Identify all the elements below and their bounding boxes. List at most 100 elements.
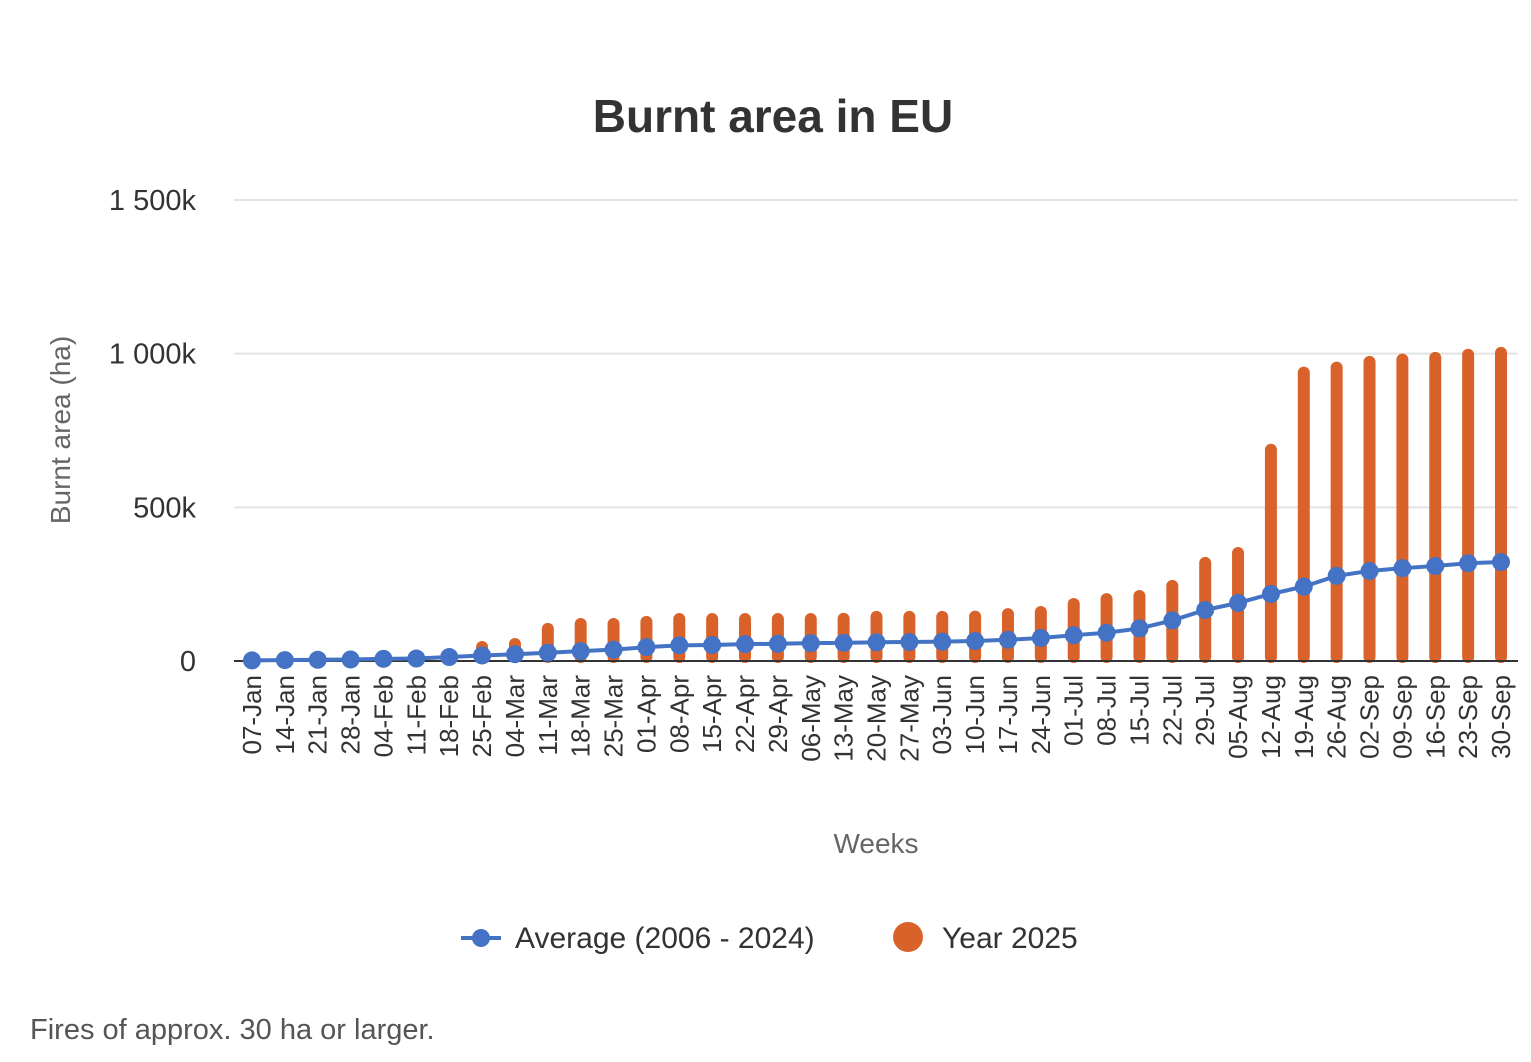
legend-label-average: Average (2006 - 2024) xyxy=(515,922,815,955)
x-tick-label: 02-Sep xyxy=(1355,675,1385,759)
average-point xyxy=(998,630,1017,649)
average-point xyxy=(341,650,360,669)
x-tick-label: 12-Aug xyxy=(1256,675,1286,759)
average-point xyxy=(1031,628,1050,647)
average-point xyxy=(440,648,459,667)
chart: Burnt area in EU 0 500k 1 000k 1 500k 07-Ja… xyxy=(45,90,1518,955)
y-tick-label: 0 xyxy=(180,646,196,678)
footnote: Fires of approx. 30 ha or larger. xyxy=(30,1014,435,1046)
average-point xyxy=(966,632,985,651)
x-tick-label: 01-Apr xyxy=(631,675,661,753)
x-tick-label: 29-Apr xyxy=(763,675,793,753)
legend-marker-average xyxy=(472,929,490,947)
x-tick-label: 09-Sep xyxy=(1387,675,1417,759)
bar xyxy=(1396,353,1409,663)
legend: Average (2006 - 2024) Year 2025 xyxy=(461,922,1078,955)
average-point xyxy=(1459,554,1478,573)
x-tick-label: 27-May xyxy=(894,675,924,762)
average-point xyxy=(670,636,689,655)
x-tick-label: 07-Jan xyxy=(237,675,267,755)
average-point xyxy=(571,642,590,661)
average-point xyxy=(1393,559,1412,578)
x-tick-label: 13-May xyxy=(829,675,859,762)
average-point xyxy=(768,634,787,653)
average-point xyxy=(900,632,919,651)
bar xyxy=(1495,346,1507,663)
x-tick-label: 08-Jul xyxy=(1092,675,1122,746)
y-axis-label: Burnt area (ha) xyxy=(45,336,76,524)
legend-marker-2025 xyxy=(893,922,923,952)
average-point xyxy=(1426,557,1445,576)
x-tick-label: 18-Feb xyxy=(434,675,464,757)
average-point xyxy=(1360,561,1379,580)
x-tick-label: 15-Jul xyxy=(1124,675,1154,746)
x-tick-label: 10-Jun xyxy=(960,675,990,755)
x-tick-label: 25-Feb xyxy=(467,675,497,757)
chart-title: Burnt area in EU xyxy=(593,90,953,142)
average-point xyxy=(834,633,853,652)
average-point xyxy=(1130,619,1149,638)
x-tick-label: 18-Mar xyxy=(566,675,596,758)
bar xyxy=(1264,443,1277,663)
average-point xyxy=(374,649,393,668)
average-point xyxy=(736,635,755,654)
x-tick-label: 30-Sep xyxy=(1486,675,1516,759)
average-point xyxy=(275,651,294,670)
average-point xyxy=(1492,553,1510,572)
x-axis-label: Weeks xyxy=(833,828,918,859)
legend-item-average[interactable]: Average (2006 - 2024) xyxy=(461,922,815,955)
bar xyxy=(1462,348,1475,663)
y-tick-label: 500k xyxy=(133,492,196,524)
average-point xyxy=(1229,593,1248,612)
average-point xyxy=(703,636,722,655)
x-tick-label: 04-Mar xyxy=(500,675,530,758)
legend-item-2025[interactable]: Year 2025 xyxy=(893,922,1078,955)
x-tick-label: 06-May xyxy=(796,675,826,762)
x-tick-label: 26-Aug xyxy=(1322,675,1352,759)
x-tick-label: 20-May xyxy=(862,675,892,762)
x-tick-label: 21-Jan xyxy=(303,675,333,755)
average-point xyxy=(538,643,557,662)
average-point xyxy=(1294,577,1313,596)
bar xyxy=(1363,355,1376,663)
x-tick-label: 29-Jul xyxy=(1190,675,1220,746)
x-tick-label: 05-Aug xyxy=(1223,675,1253,759)
y-tick-label: 1 000k xyxy=(109,339,197,371)
average-point xyxy=(1327,566,1346,585)
x-tick-label: 08-Apr xyxy=(664,675,694,753)
x-tick-label: 16-Sep xyxy=(1420,675,1450,759)
x-tick-label: 25-Mar xyxy=(599,675,629,758)
average-point xyxy=(604,640,623,659)
x-tick-label: 14-Jan xyxy=(270,675,300,755)
average-point xyxy=(1097,623,1116,642)
x-tick-label: 11-Mar xyxy=(533,675,563,756)
average-point xyxy=(1196,600,1215,619)
average-point xyxy=(1261,585,1280,604)
average-point xyxy=(407,649,426,668)
average-point xyxy=(1163,611,1182,630)
average-point xyxy=(308,650,327,669)
average-point xyxy=(243,651,261,670)
average-point xyxy=(1064,626,1083,645)
x-tick-label: 01-Jul xyxy=(1059,675,1089,746)
x-tick-label: 15-Apr xyxy=(697,675,727,753)
y-tick-label: 1 500k xyxy=(109,185,197,217)
x-tick-label: 22-Jul xyxy=(1157,675,1187,746)
average-point xyxy=(473,646,492,665)
average-point xyxy=(637,638,656,657)
bar xyxy=(1429,351,1442,663)
x-tick-label: 11-Feb xyxy=(401,675,431,755)
average-point xyxy=(867,633,886,652)
x-tick-label: 28-Jan xyxy=(336,675,366,755)
x-tick-label: 24-Jun xyxy=(1026,675,1056,755)
x-tick-label: 17-Jun xyxy=(993,675,1023,755)
bar xyxy=(1297,366,1310,663)
x-tick-label: 03-Jun xyxy=(927,675,957,755)
average-point xyxy=(933,632,952,651)
x-tick-label: 19-Aug xyxy=(1289,675,1319,759)
x-tick-label: 23-Sep xyxy=(1453,675,1483,759)
legend-label-2025: Year 2025 xyxy=(942,922,1078,955)
x-tick-label: 04-Feb xyxy=(368,675,398,757)
bar xyxy=(1330,361,1343,663)
x-tick-label: 22-Apr xyxy=(730,675,760,753)
